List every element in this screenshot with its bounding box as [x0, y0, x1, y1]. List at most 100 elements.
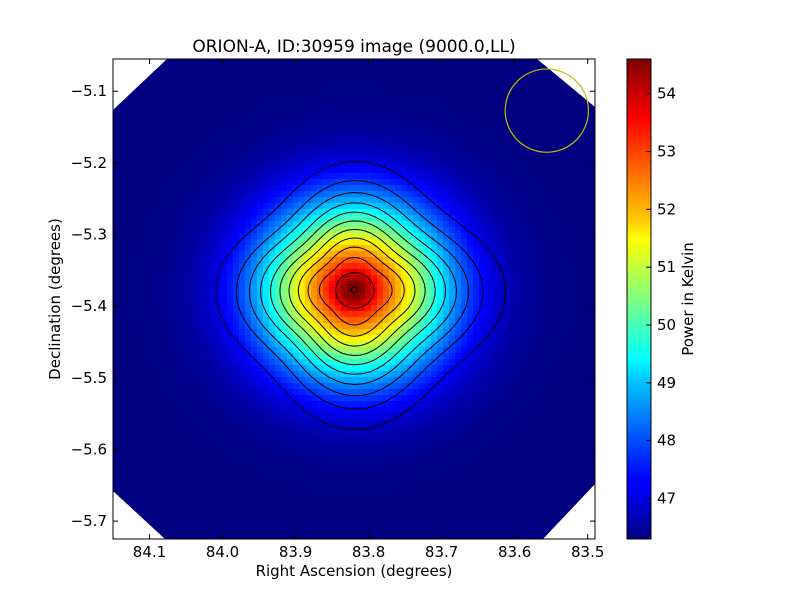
heatmap-cell [275, 329, 282, 336]
heatmap-cell [227, 311, 234, 318]
heatmap-cell [263, 239, 270, 246]
heatmap-cell [293, 143, 300, 150]
heatmap-cell [167, 293, 174, 300]
heatmap-cell [461, 323, 468, 330]
heatmap-cell [275, 71, 282, 78]
heatmap-cell [443, 77, 450, 84]
heatmap-cell [233, 329, 240, 336]
heatmap-cell [125, 167, 132, 174]
heatmap-cell [593, 347, 595, 354]
heatmap-cell [191, 425, 198, 432]
heatmap-cell [395, 365, 402, 372]
heatmap-cell [479, 341, 486, 348]
heatmap-cell [125, 233, 132, 240]
heatmap-cell [149, 353, 156, 360]
heatmap-cell [287, 71, 294, 78]
heatmap-cell [317, 425, 324, 432]
heatmap-cell [263, 341, 270, 348]
heatmap-cell [269, 185, 276, 192]
heatmap-cell [209, 209, 216, 216]
heatmap-cell [185, 197, 192, 204]
heatmap-cell [191, 137, 198, 144]
heatmap-cell [347, 275, 354, 282]
heatmap-cell [131, 131, 138, 138]
heatmap-cell [173, 335, 180, 342]
heatmap-cell [551, 107, 558, 114]
heatmap-cell [269, 239, 276, 246]
heatmap-cell [485, 257, 492, 264]
heatmap-cell [329, 197, 336, 204]
heatmap-cell [389, 371, 396, 378]
heatmap-cell [437, 233, 444, 240]
heatmap-cell [503, 161, 510, 168]
heatmap-cell [197, 287, 204, 294]
heatmap-cell [449, 275, 456, 282]
heatmap-cell [209, 347, 216, 354]
heatmap-cell [137, 353, 144, 360]
heatmap-cell [569, 149, 576, 156]
heatmap-cell [335, 137, 342, 144]
heatmap-cell [251, 383, 258, 390]
heatmap-cell [287, 227, 294, 234]
heatmap-cell [497, 83, 504, 90]
heatmap-cell [257, 263, 264, 270]
heatmap-cell [131, 401, 138, 408]
heatmap-cell [425, 59, 432, 66]
heatmap-cell [467, 341, 474, 348]
heatmap-cell [389, 389, 396, 396]
heatmap-cell [467, 179, 474, 186]
heatmap-cell [341, 185, 348, 192]
heatmap-cell [497, 101, 504, 108]
heatmap-cell [257, 83, 264, 90]
heatmap-cell [377, 413, 384, 420]
heatmap-cell [407, 323, 414, 330]
heatmap-cell [113, 119, 120, 126]
heatmap-cell [131, 275, 138, 282]
heatmap-cell [257, 299, 264, 306]
heatmap-cell [269, 263, 276, 270]
heatmap-cell [203, 377, 210, 384]
heatmap-cell [191, 143, 198, 150]
heatmap-cell [485, 401, 492, 408]
heatmap-cell [125, 131, 132, 138]
heatmap-cell [533, 311, 540, 318]
heatmap-cell [413, 341, 420, 348]
heatmap-cell [233, 263, 240, 270]
heatmap-cell [581, 395, 588, 402]
heatmap-cell [263, 161, 270, 168]
heatmap-cell [149, 215, 156, 222]
heatmap-cell [131, 185, 138, 192]
heatmap-cell [389, 353, 396, 360]
heatmap-cell [149, 305, 156, 312]
heatmap-cell [563, 209, 570, 216]
heatmap-cell [431, 209, 438, 216]
heatmap-cell [179, 221, 186, 228]
heatmap-cell [179, 209, 186, 216]
heatmap-cell [239, 209, 246, 216]
heatmap-cell [503, 311, 510, 318]
heatmap-cell [563, 377, 570, 384]
heatmap-cell [221, 89, 228, 96]
heatmap-cell [353, 233, 360, 240]
heatmap-cell [401, 59, 408, 66]
heatmap-cell [563, 131, 570, 138]
heatmap-cell [221, 149, 228, 156]
heatmap-cell [389, 275, 396, 282]
heatmap-cell [413, 383, 420, 390]
heatmap-cell [485, 305, 492, 312]
heatmap-cell [503, 233, 510, 240]
heatmap-cell [407, 401, 414, 408]
heatmap-cell [461, 221, 468, 228]
heatmap-cell [551, 185, 558, 192]
heatmap-cell [371, 101, 378, 108]
heatmap-cell [473, 293, 480, 300]
heatmap-cell [257, 425, 264, 432]
heatmap-cell [263, 203, 270, 210]
heatmap-cell [191, 185, 198, 192]
heatmap-cell [575, 323, 582, 330]
heatmap-cell [251, 251, 258, 258]
heatmap-cell [467, 89, 474, 96]
heatmap-cell [257, 119, 264, 126]
heatmap-cell [497, 365, 504, 372]
heatmap-cell [473, 305, 480, 312]
